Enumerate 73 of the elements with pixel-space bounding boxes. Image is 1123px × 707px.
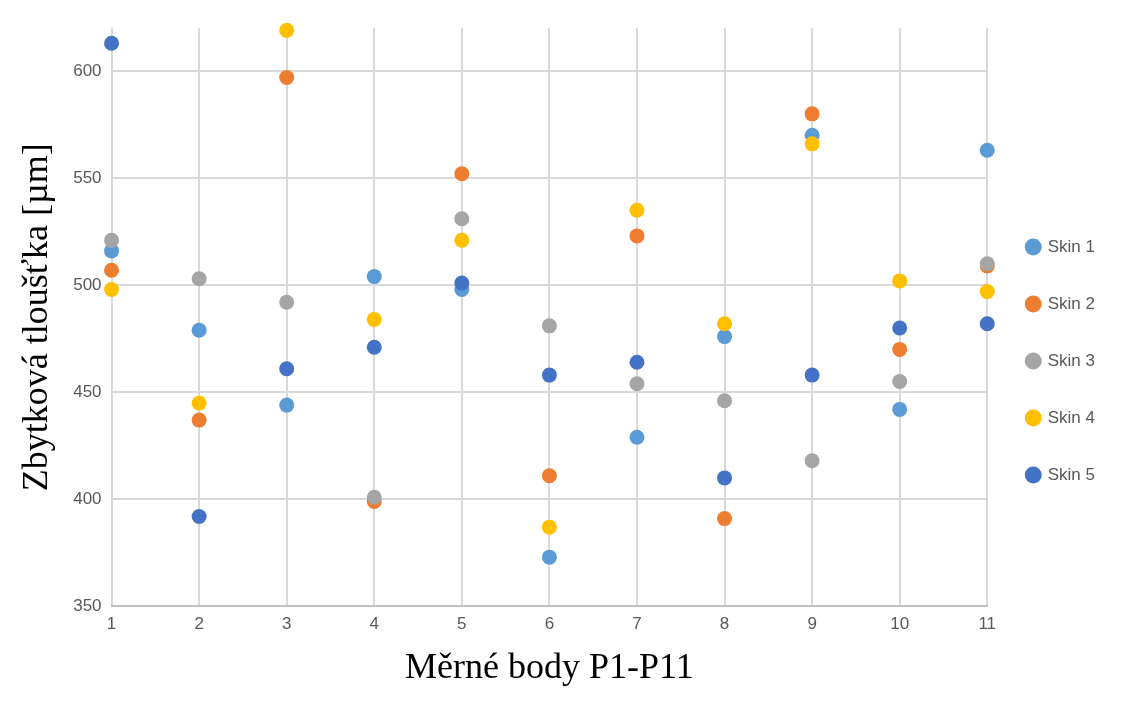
point (366, 311, 382, 327)
point (541, 549, 557, 565)
y-tick-label: 600 (73, 60, 102, 80)
legend-label: Skin 5 (1047, 464, 1095, 484)
point (104, 232, 120, 248)
point (454, 275, 470, 291)
point (804, 106, 820, 122)
point (892, 374, 908, 390)
point (104, 35, 120, 51)
point (629, 429, 645, 445)
point (454, 166, 470, 182)
point (541, 367, 557, 383)
point (629, 354, 645, 370)
point (454, 211, 470, 227)
y-tick-label: 500 (73, 274, 102, 294)
point (979, 142, 995, 158)
x-tick-label: 2 (194, 614, 204, 634)
point (892, 341, 908, 357)
x-tick-label: 1 (106, 614, 117, 634)
point (279, 22, 295, 38)
x-tick-label: 8 (719, 614, 730, 634)
point (366, 339, 382, 355)
x-tick-label: 5 (457, 614, 467, 634)
x-tick-label: 7 (632, 614, 642, 634)
x-axis-title: Měrné body P1-P11 (405, 645, 694, 686)
point (279, 397, 295, 413)
point (717, 393, 733, 409)
point (717, 316, 733, 332)
legend-label: Skin 4 (1047, 407, 1095, 427)
point (717, 470, 733, 486)
point (279, 361, 295, 377)
point (717, 329, 733, 345)
point (366, 489, 382, 505)
x-tick-label: 9 (807, 614, 817, 634)
point (892, 401, 908, 417)
point (191, 412, 207, 428)
point (191, 508, 207, 524)
y-axis-title: Zbytková tloušťka [µm] (15, 143, 56, 492)
x-tick-label: 10 (890, 614, 910, 634)
point (541, 519, 557, 535)
point (366, 269, 382, 285)
point (191, 322, 207, 338)
point (804, 367, 820, 383)
point (979, 316, 995, 332)
point (892, 273, 908, 289)
point (717, 511, 733, 527)
y-tick-label: 400 (73, 489, 102, 509)
point (892, 320, 908, 336)
point (454, 232, 470, 248)
point (279, 294, 295, 310)
y-tick-label: 550 (73, 167, 102, 187)
point (104, 281, 120, 297)
y-tick-label: 350 (73, 596, 102, 616)
point (191, 395, 207, 411)
point (804, 136, 820, 152)
legend-label: Skin 3 (1047, 350, 1095, 370)
point (979, 284, 995, 300)
x-tick-label: 4 (369, 614, 379, 634)
point (279, 69, 295, 85)
point (629, 228, 645, 244)
legend-label: Skin 1 (1047, 236, 1095, 256)
x-tick-label: 11 (978, 614, 997, 634)
point (629, 376, 645, 392)
point (629, 202, 645, 218)
y-tick-label: 450 (73, 381, 102, 401)
x-tick-label: 3 (281, 614, 292, 634)
x-tick-label: 6 (544, 614, 555, 634)
legend-label: Skin 2 (1047, 293, 1095, 313)
point (191, 271, 207, 287)
point (104, 262, 120, 278)
point (541, 468, 557, 484)
point (541, 318, 557, 334)
point (804, 453, 820, 469)
